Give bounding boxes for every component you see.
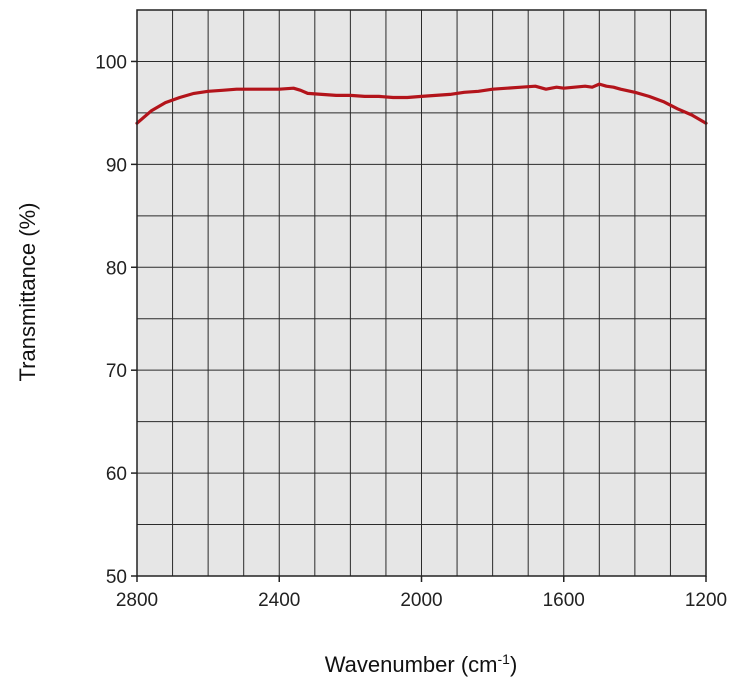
series-layer: [135, 82, 708, 125]
x-tick-label: 1200: [685, 590, 727, 611]
x-axis-label: Wavenumber (cm-1): [325, 651, 518, 677]
y-axis-label: Transmittance (%): [15, 203, 40, 382]
y-tick-label: 80: [106, 258, 127, 279]
y-tick-label: 90: [106, 155, 127, 176]
grid-lines: [137, 10, 706, 576]
transmittance-series-line: [135, 82, 708, 125]
y-tick-label: 100: [95, 52, 127, 73]
x-tick-label: 2000: [400, 590, 442, 611]
x-tick-label: 2400: [258, 590, 300, 611]
y-tick-label: 70: [106, 361, 127, 382]
y-tick-label: 50: [106, 567, 127, 588]
x-tick-label: 1600: [543, 590, 585, 611]
x-tick-label: 2800: [116, 590, 158, 611]
y-tick-label: 60: [106, 464, 127, 485]
